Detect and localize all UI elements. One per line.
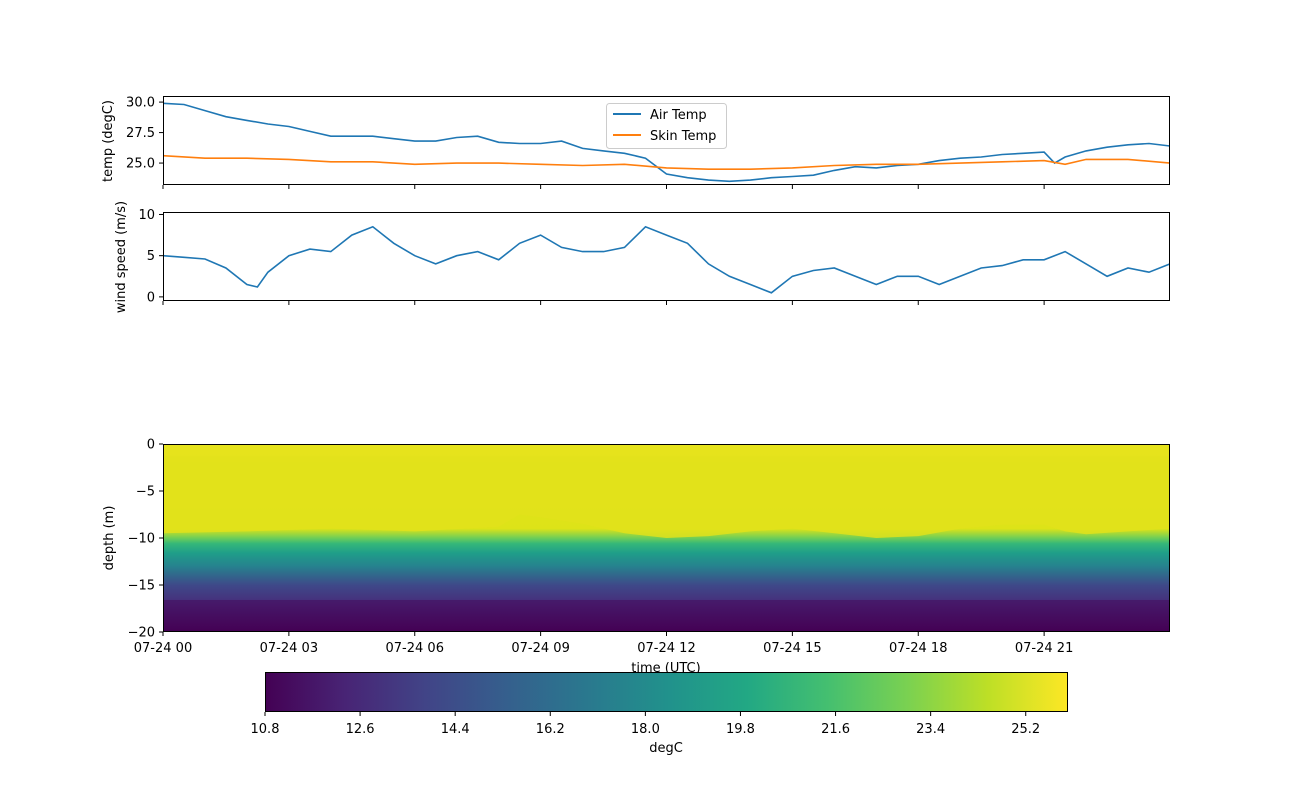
y-tick-label: 25.0 <box>126 157 155 172</box>
y-tick-label: 30.0 <box>126 96 155 111</box>
colorbar-tick-label: 18.0 <box>631 722 660 737</box>
colorbar-tick-label: 19.8 <box>726 722 755 737</box>
x-tick-label: 07-24 12 <box>637 641 695 656</box>
x-tick-label: 07-24 00 <box>134 641 192 656</box>
legend-label-air: Air Temp <box>650 108 707 123</box>
colorbar-tick-label: 12.6 <box>346 722 375 737</box>
colorbar: 10.8 12.6 14.4 16.2 18.0 19.8 21.6 23.4 25.2 deg… <box>251 672 1068 756</box>
heatmap-deep-layer <box>163 600 1170 632</box>
colorbar-tick-label: 14.4 <box>441 722 470 737</box>
y-tick-label: 27.5 <box>126 126 155 141</box>
y-tick-label: −20 <box>128 626 155 641</box>
colorbar-tick-label: 10.8 <box>251 722 280 737</box>
x-tick-label: 07-24 18 <box>889 641 947 656</box>
colorbar-tick-label: 23.4 <box>916 722 945 737</box>
depth-ylabel: depth (m) <box>102 506 117 571</box>
colorbar-frame <box>265 672 1068 712</box>
temp-axes-frame <box>163 96 1170 185</box>
wind-ylabel: wind speed (m/s) <box>114 201 129 313</box>
x-tick-label: 07-24 15 <box>763 641 821 656</box>
depth-axes-frame <box>163 444 1170 632</box>
temp-panel: 25.0 27.5 30.0 temp (degC) Air Temp Skin T… <box>101 96 1170 189</box>
y-tick-label: −10 <box>128 532 155 547</box>
y-tick-label: −15 <box>128 579 155 594</box>
y-tick-label: −5 <box>136 485 155 500</box>
y-tick-label: 0 <box>147 290 155 305</box>
y-tick-label: 0 <box>147 438 155 453</box>
colorbar-tick-label: 21.6 <box>821 722 850 737</box>
temp-legend: Air Temp Skin Temp <box>606 103 727 149</box>
x-tick-label: 07-24 06 <box>386 641 444 656</box>
depth-panel: 0 −5 −10 −15 −20 07-24 00 07-24 03 07-24 06 07-… <box>102 438 1170 676</box>
y-tick-label: 10 <box>138 208 155 223</box>
series-line-0 <box>163 102 1170 183</box>
legend-label-skin: Skin Temp <box>650 129 716 144</box>
x-tick-label: 07-24 21 <box>1015 641 1073 656</box>
wind-axes-frame <box>163 212 1170 301</box>
temp-ylabel: temp (degC) <box>101 100 116 182</box>
x-tick-label: 07-24 03 <box>260 641 318 656</box>
colorbar-gradient <box>265 672 1068 712</box>
heatmap-mixed-layer <box>163 444 1170 538</box>
colorbar-tick-label: 25.2 <box>1011 722 1040 737</box>
wind-panel: 0 5 10 wind speed (m/s) <box>114 201 1170 313</box>
colorbar-tick-label: 16.2 <box>536 722 565 737</box>
colorbar-label: degC <box>649 741 683 756</box>
x-tick-label: 07-24 09 <box>511 641 569 656</box>
y-tick-label: 5 <box>147 249 155 264</box>
series-line-0 <box>163 225 1170 294</box>
series-line-1 <box>163 154 1170 170</box>
